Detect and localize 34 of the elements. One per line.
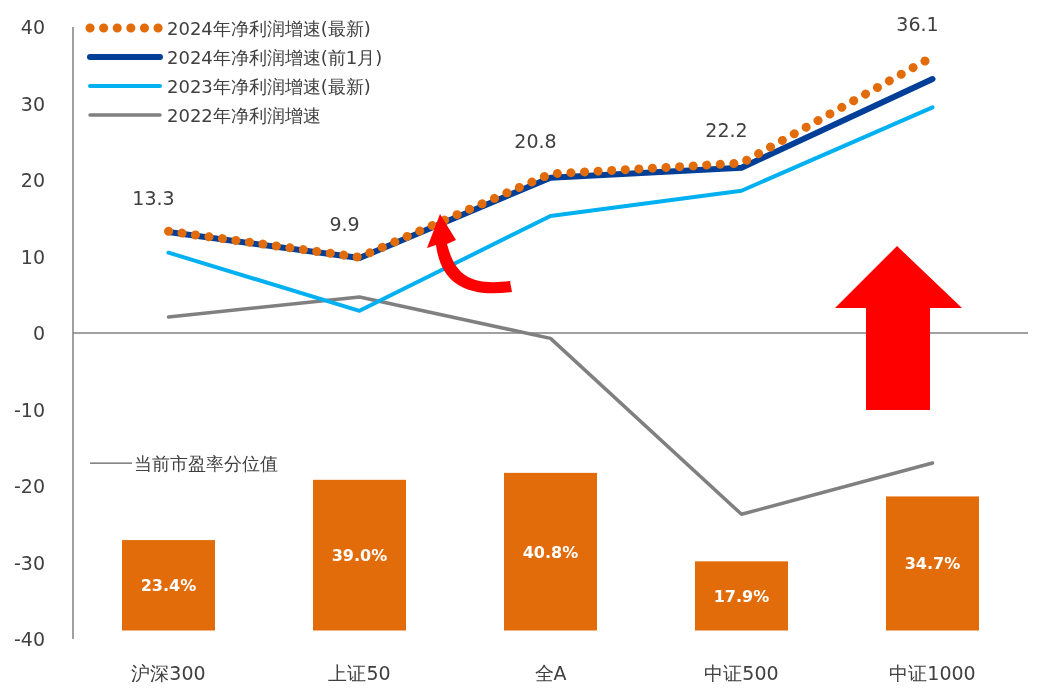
y-tick-label: -30: [13, 551, 45, 574]
data-label: 23.4%: [140, 576, 197, 596]
legend-label: 2023年净利润增速(最新): [167, 76, 371, 97]
y-tick-label: 40: [20, 16, 45, 38]
bar: [504, 472, 597, 631]
legend-label: 2022年净利润增速: [167, 105, 321, 126]
y-tick-label: 0: [32, 322, 45, 344]
legend-label: 2024年净利润增速(最新): [167, 18, 371, 39]
data-label: 34.7%: [904, 554, 961, 574]
legend-label: 2024年净利润增速(前1月): [167, 47, 383, 68]
bar: [886, 496, 979, 631]
data-label: 17.9%: [713, 586, 770, 606]
bar: [122, 540, 215, 631]
x-tick-label: 全A: [534, 662, 567, 684]
bar: [695, 561, 788, 631]
y-tick-label: 20: [20, 169, 45, 191]
data-label: 39.0%: [331, 546, 388, 566]
data-label: 22.2: [705, 119, 748, 142]
bar: [313, 479, 406, 631]
x-tick-label: 上证50: [328, 662, 391, 684]
data-label: 40.8%: [522, 542, 579, 562]
y-tick-label: -40: [13, 628, 45, 650]
x-tick-label: 沪深300: [131, 662, 206, 684]
data-label: 9.9: [329, 213, 360, 236]
series-label: 当前市盈率分位值: [134, 453, 278, 475]
data-label: 13.3: [132, 187, 175, 210]
x-tick-label: 中证1000: [889, 662, 976, 684]
y-tick-label: 30: [20, 92, 45, 115]
x-tick-label: 中证500: [704, 662, 779, 684]
y-tick-label: -10: [13, 398, 45, 421]
data-label: 36.1: [896, 12, 939, 35]
y-tick-label: 10: [20, 245, 45, 268]
y-tick-label: -20: [13, 475, 45, 497]
data-label: 20.8: [514, 129, 557, 152]
